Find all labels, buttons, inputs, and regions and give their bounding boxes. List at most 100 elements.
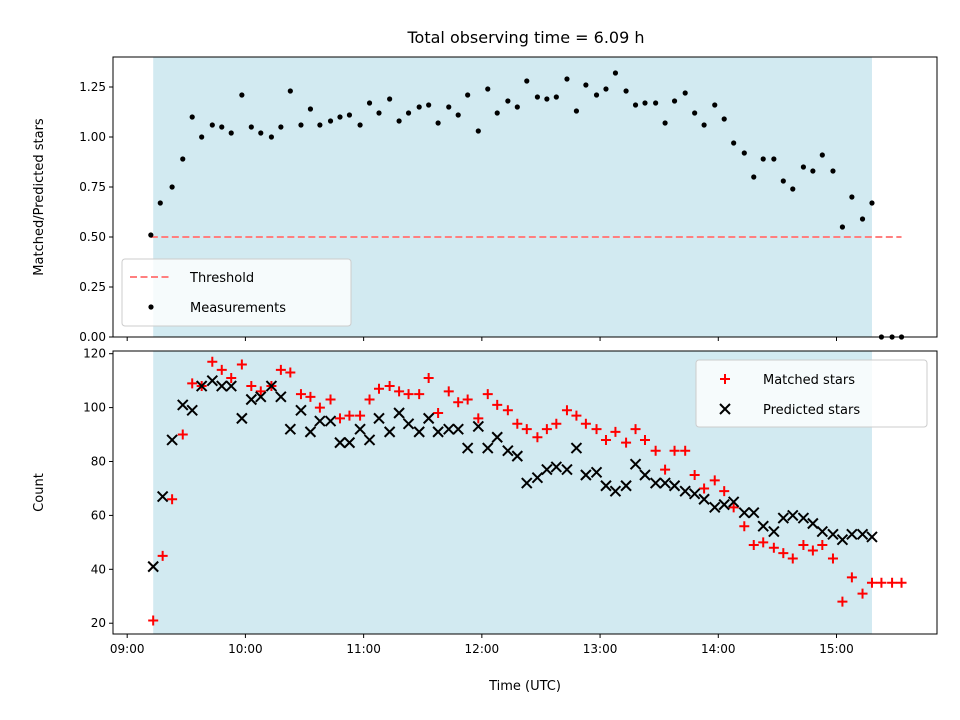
predicted-star-point <box>570 442 583 454</box>
matched-star-point <box>355 410 366 421</box>
predicted-star-point <box>580 469 592 481</box>
y-tick-label: 80 <box>91 455 106 469</box>
measurement-point <box>514 104 520 110</box>
predicted-star-point <box>727 496 740 508</box>
measurement-point <box>239 92 245 98</box>
measurement-point <box>632 102 639 108</box>
matched-star-point <box>758 537 769 548</box>
predicted-star-point <box>866 531 878 543</box>
predicted-star-point <box>186 404 198 417</box>
y-tick-label: 60 <box>91 508 106 522</box>
measurement-point <box>465 92 471 98</box>
matched-star-point <box>473 413 484 424</box>
predicted-star-point <box>590 466 603 478</box>
measurement-point <box>819 152 825 158</box>
y-tick-label: 0.50 <box>79 230 106 244</box>
matched-star-point <box>699 483 710 494</box>
matched-star-point <box>502 405 513 416</box>
measurement-legend-label: Measurements <box>190 301 286 316</box>
predicted-star-point <box>363 434 376 446</box>
matched-star-point <box>373 383 384 394</box>
matched-star-point <box>896 577 907 588</box>
predicted-star-point <box>561 463 573 476</box>
matched-star-point <box>285 367 296 378</box>
measurement-point <box>780 178 786 184</box>
predicted-star-point <box>324 415 337 427</box>
predicted-star-point <box>156 490 169 503</box>
ratio-y-ticks: 0.00 0.25 0.50 0.75 1.00 1.25 <box>79 80 113 344</box>
measurement-point <box>337 114 343 120</box>
predicted-star-point <box>245 393 258 406</box>
matched-star-point <box>177 429 188 440</box>
matched-star-point <box>876 577 887 588</box>
x-tick-label: 15:00 <box>819 642 854 656</box>
predicted-star-point <box>531 471 544 484</box>
matched-star-point <box>817 540 828 551</box>
matched-star-point <box>167 494 178 505</box>
x-tick-label: 12:00 <box>465 642 500 656</box>
predicted-star-point <box>816 525 829 538</box>
matched-star-point <box>768 542 779 553</box>
measurement-point <box>199 134 205 140</box>
ratio-marks <box>148 70 905 340</box>
measurement-point <box>623 88 629 94</box>
measurement-point <box>830 168 836 174</box>
count-legend: Matched stars Predicted stars <box>695 359 928 428</box>
predicted-star-point <box>461 442 474 454</box>
predicted-legend-label: Predicted stars <box>763 403 860 418</box>
measurement-point <box>701 122 707 128</box>
predicted-star-point <box>600 480 612 492</box>
predicted-star-point <box>679 485 691 497</box>
measurement-point <box>435 120 441 126</box>
measurement-point <box>327 118 334 124</box>
matched-star-point <box>414 389 425 400</box>
measurement-point <box>583 82 589 88</box>
measurement-point <box>405 110 412 116</box>
x-tick-label: 11:00 <box>346 642 381 656</box>
matched-star-point <box>680 445 691 456</box>
measurement-point <box>505 98 511 104</box>
measurement-point <box>346 112 353 118</box>
measurement-point <box>209 122 215 128</box>
predicted-star-point <box>836 533 849 546</box>
matched-star-point <box>591 424 602 435</box>
predicted-star-point <box>609 485 622 497</box>
matched-star-point <box>512 418 523 429</box>
predicted-star-point <box>827 528 839 540</box>
count-y-axis-label: Count <box>32 473 47 512</box>
measurement-point <box>712 102 718 108</box>
matched-star-point <box>443 386 454 397</box>
measurement-point <box>357 122 363 128</box>
measurement-point <box>849 194 855 200</box>
matched-star-point <box>827 553 838 564</box>
measurement-point <box>307 106 314 112</box>
matched-star-point <box>600 434 611 445</box>
predicted-star-point <box>422 412 435 425</box>
ratio-legend: Threshold Measurements <box>121 258 352 327</box>
predicted-star-point <box>738 507 751 519</box>
predicted-star-point <box>620 480 632 492</box>
matched-star-point <box>650 445 661 456</box>
predicted-star-point <box>314 415 326 427</box>
measurement-point <box>426 102 432 108</box>
matched-star-point <box>639 434 650 445</box>
predicted-star-point <box>777 512 790 524</box>
predicted-star-point <box>472 420 485 433</box>
measurement-point <box>494 110 500 116</box>
predicted-star-point <box>649 477 662 489</box>
matched-star-point <box>433 407 444 418</box>
predicted-star-point <box>709 501 721 514</box>
predicted-star-point <box>195 380 208 392</box>
measurement-point <box>366 100 373 106</box>
x-tick-label: 09:00 <box>110 642 145 656</box>
matched-star-point <box>748 540 759 551</box>
ratio-x-ticks <box>126 337 838 341</box>
measurement-point <box>446 104 452 110</box>
matched-star-point <box>728 502 739 513</box>
predicted-star-point <box>846 528 858 540</box>
ratio-panel: 0.00 0.25 0.50 0.75 1.00 1.25 Matched/Predict… <box>32 56 938 344</box>
predicted-star-point <box>541 463 553 476</box>
measurement-point <box>455 112 461 118</box>
matched-star-point <box>660 464 671 475</box>
